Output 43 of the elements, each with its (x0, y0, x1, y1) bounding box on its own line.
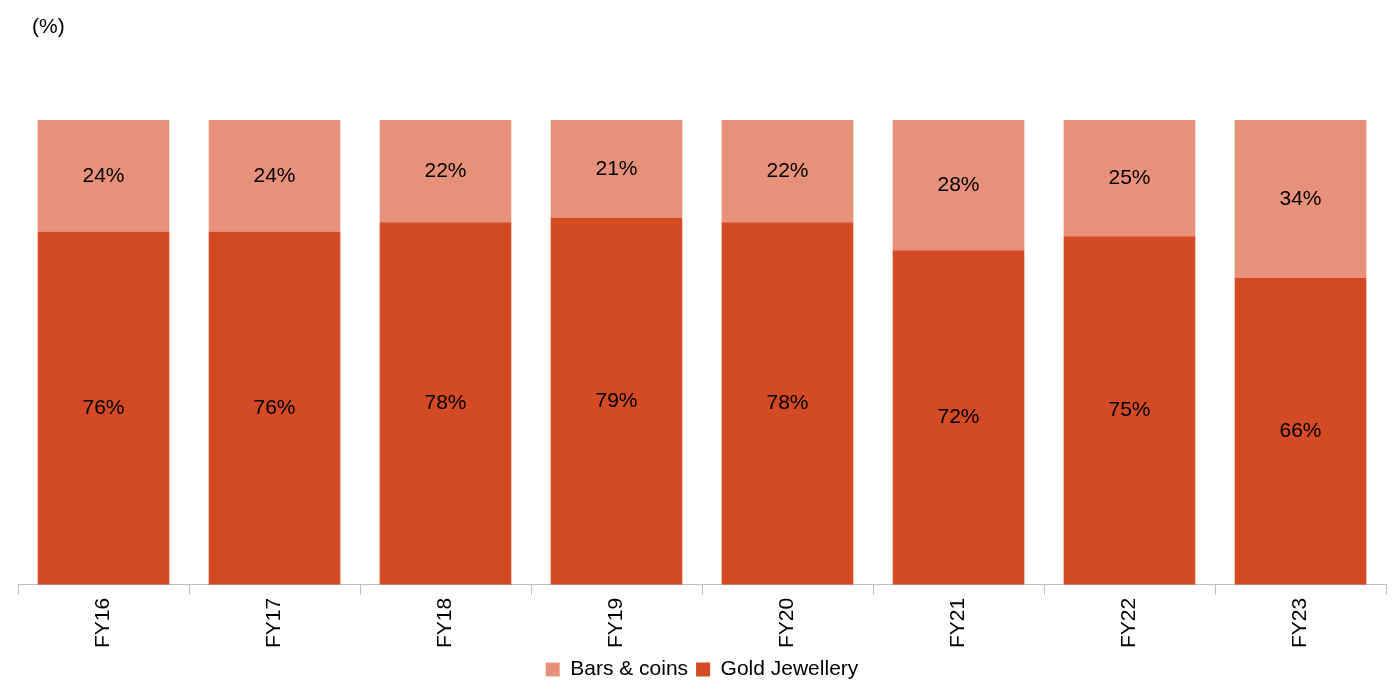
bar (37, 231, 170, 585)
bar (892, 250, 1025, 585)
bar (550, 217, 683, 585)
bar (208, 120, 341, 232)
data-label: 24% (82, 162, 125, 186)
data-label: 28% (937, 171, 980, 195)
bar (379, 120, 512, 223)
legend-label: Bars & coins (570, 656, 689, 680)
legend-label: Gold Jewellery (720, 656, 859, 680)
x-tick-label: FY17 (261, 597, 285, 649)
x-tick-label: FY16 (90, 597, 114, 649)
bar (1234, 120, 1367, 279)
data-label: 72% (937, 404, 980, 428)
x-tick-label: FY22 (1116, 597, 1140, 649)
data-label: 76% (82, 394, 125, 418)
bar (550, 120, 683, 218)
x-tick-label: FY18 (432, 597, 456, 649)
data-label: 24% (253, 162, 296, 186)
x-tick-label: FY20 (774, 597, 798, 649)
data-label: 22% (424, 157, 467, 181)
bar (1234, 278, 1367, 585)
x-tick-label: FY23 (1287, 597, 1311, 649)
x-tick-label: FY21 (945, 597, 969, 649)
bar (37, 120, 170, 232)
x-tick-label: FY19 (603, 597, 627, 649)
bar (892, 120, 1025, 251)
bar (721, 120, 854, 223)
data-label: 78% (424, 390, 467, 414)
data-label: 75% (1108, 397, 1151, 421)
data-label: 66% (1279, 418, 1322, 442)
bar (208, 231, 341, 585)
bar (721, 222, 854, 585)
data-label: 21% (595, 155, 638, 179)
y-axis-title: (%) (32, 14, 65, 38)
data-label: 76% (253, 394, 296, 418)
data-label: 34% (1279, 185, 1322, 209)
bar (379, 222, 512, 585)
data-label: 22% (766, 157, 809, 181)
bar (1063, 120, 1196, 237)
data-label: 25% (1108, 164, 1151, 188)
bar (1063, 236, 1196, 585)
data-label: 79% (595, 388, 638, 412)
data-label: 78% (766, 390, 809, 414)
